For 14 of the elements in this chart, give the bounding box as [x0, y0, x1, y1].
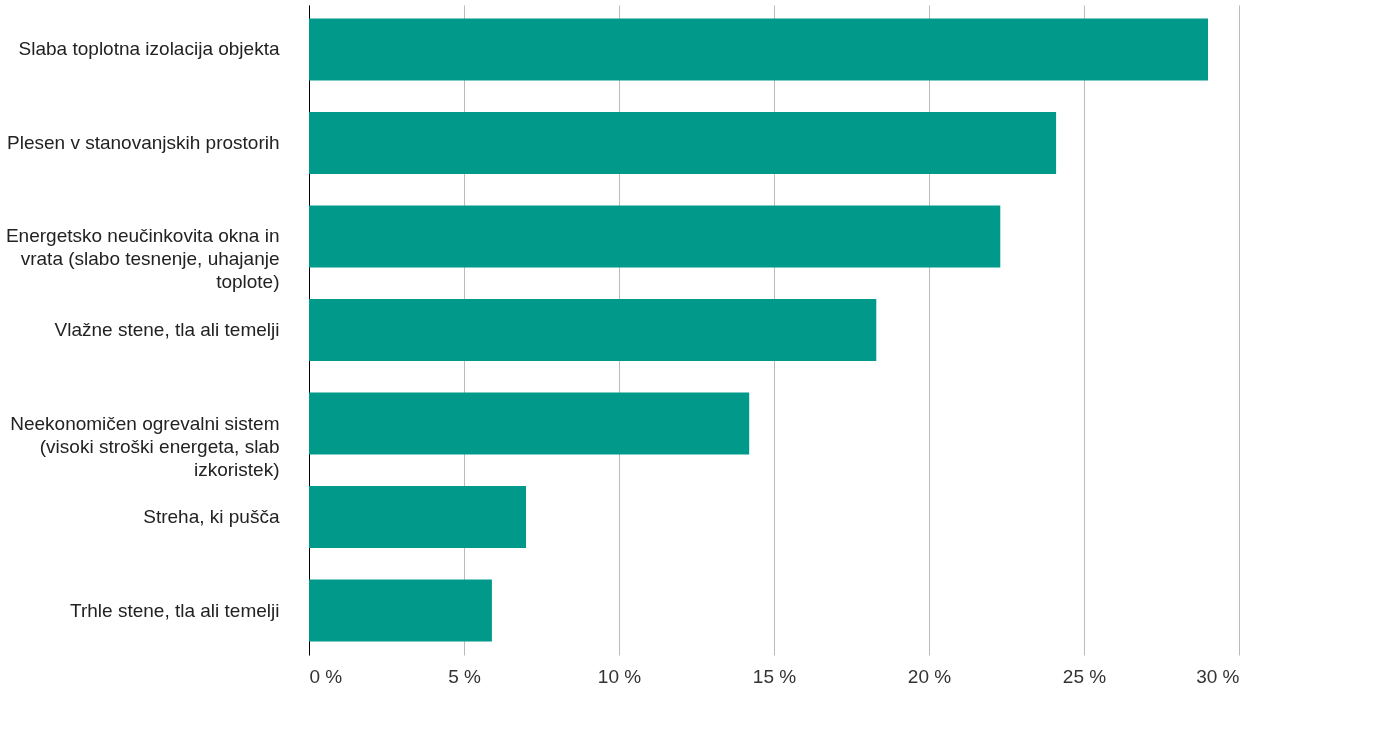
x-tick-label: 15 % [752, 665, 797, 687]
x-tick-label: 20 % [907, 665, 952, 687]
x-tick-label: 5 % [448, 665, 481, 687]
y-tick-label: Slaba toplotna izolacija objekta [18, 38, 280, 60]
y-tick-label: Plesen v stanovanjskih prostorih [7, 131, 280, 153]
y-tick-label: Streha, ki pušča [143, 506, 280, 528]
y-tick-label: Vlažne stene, tla ali temelji [54, 319, 280, 340]
x-tick-label: 30 % [1196, 665, 1240, 687]
y-tick-label: Energetsko neučinkovita okna in vrata (slabo tesnenje, uhajanje toplote) [5, 225, 280, 293]
x-tick-label: 0 % [309, 665, 343, 687]
y-tick-label: Neekonomičen ogrevalni sistem (visoki stroški energeta, slab izkoristek) [10, 412, 280, 480]
x-tick-label: 25 % [1062, 665, 1107, 687]
y-tick-label: Trhle stene, tla ali temelji [70, 599, 280, 621]
x-tick-label: 10 % [597, 665, 642, 687]
